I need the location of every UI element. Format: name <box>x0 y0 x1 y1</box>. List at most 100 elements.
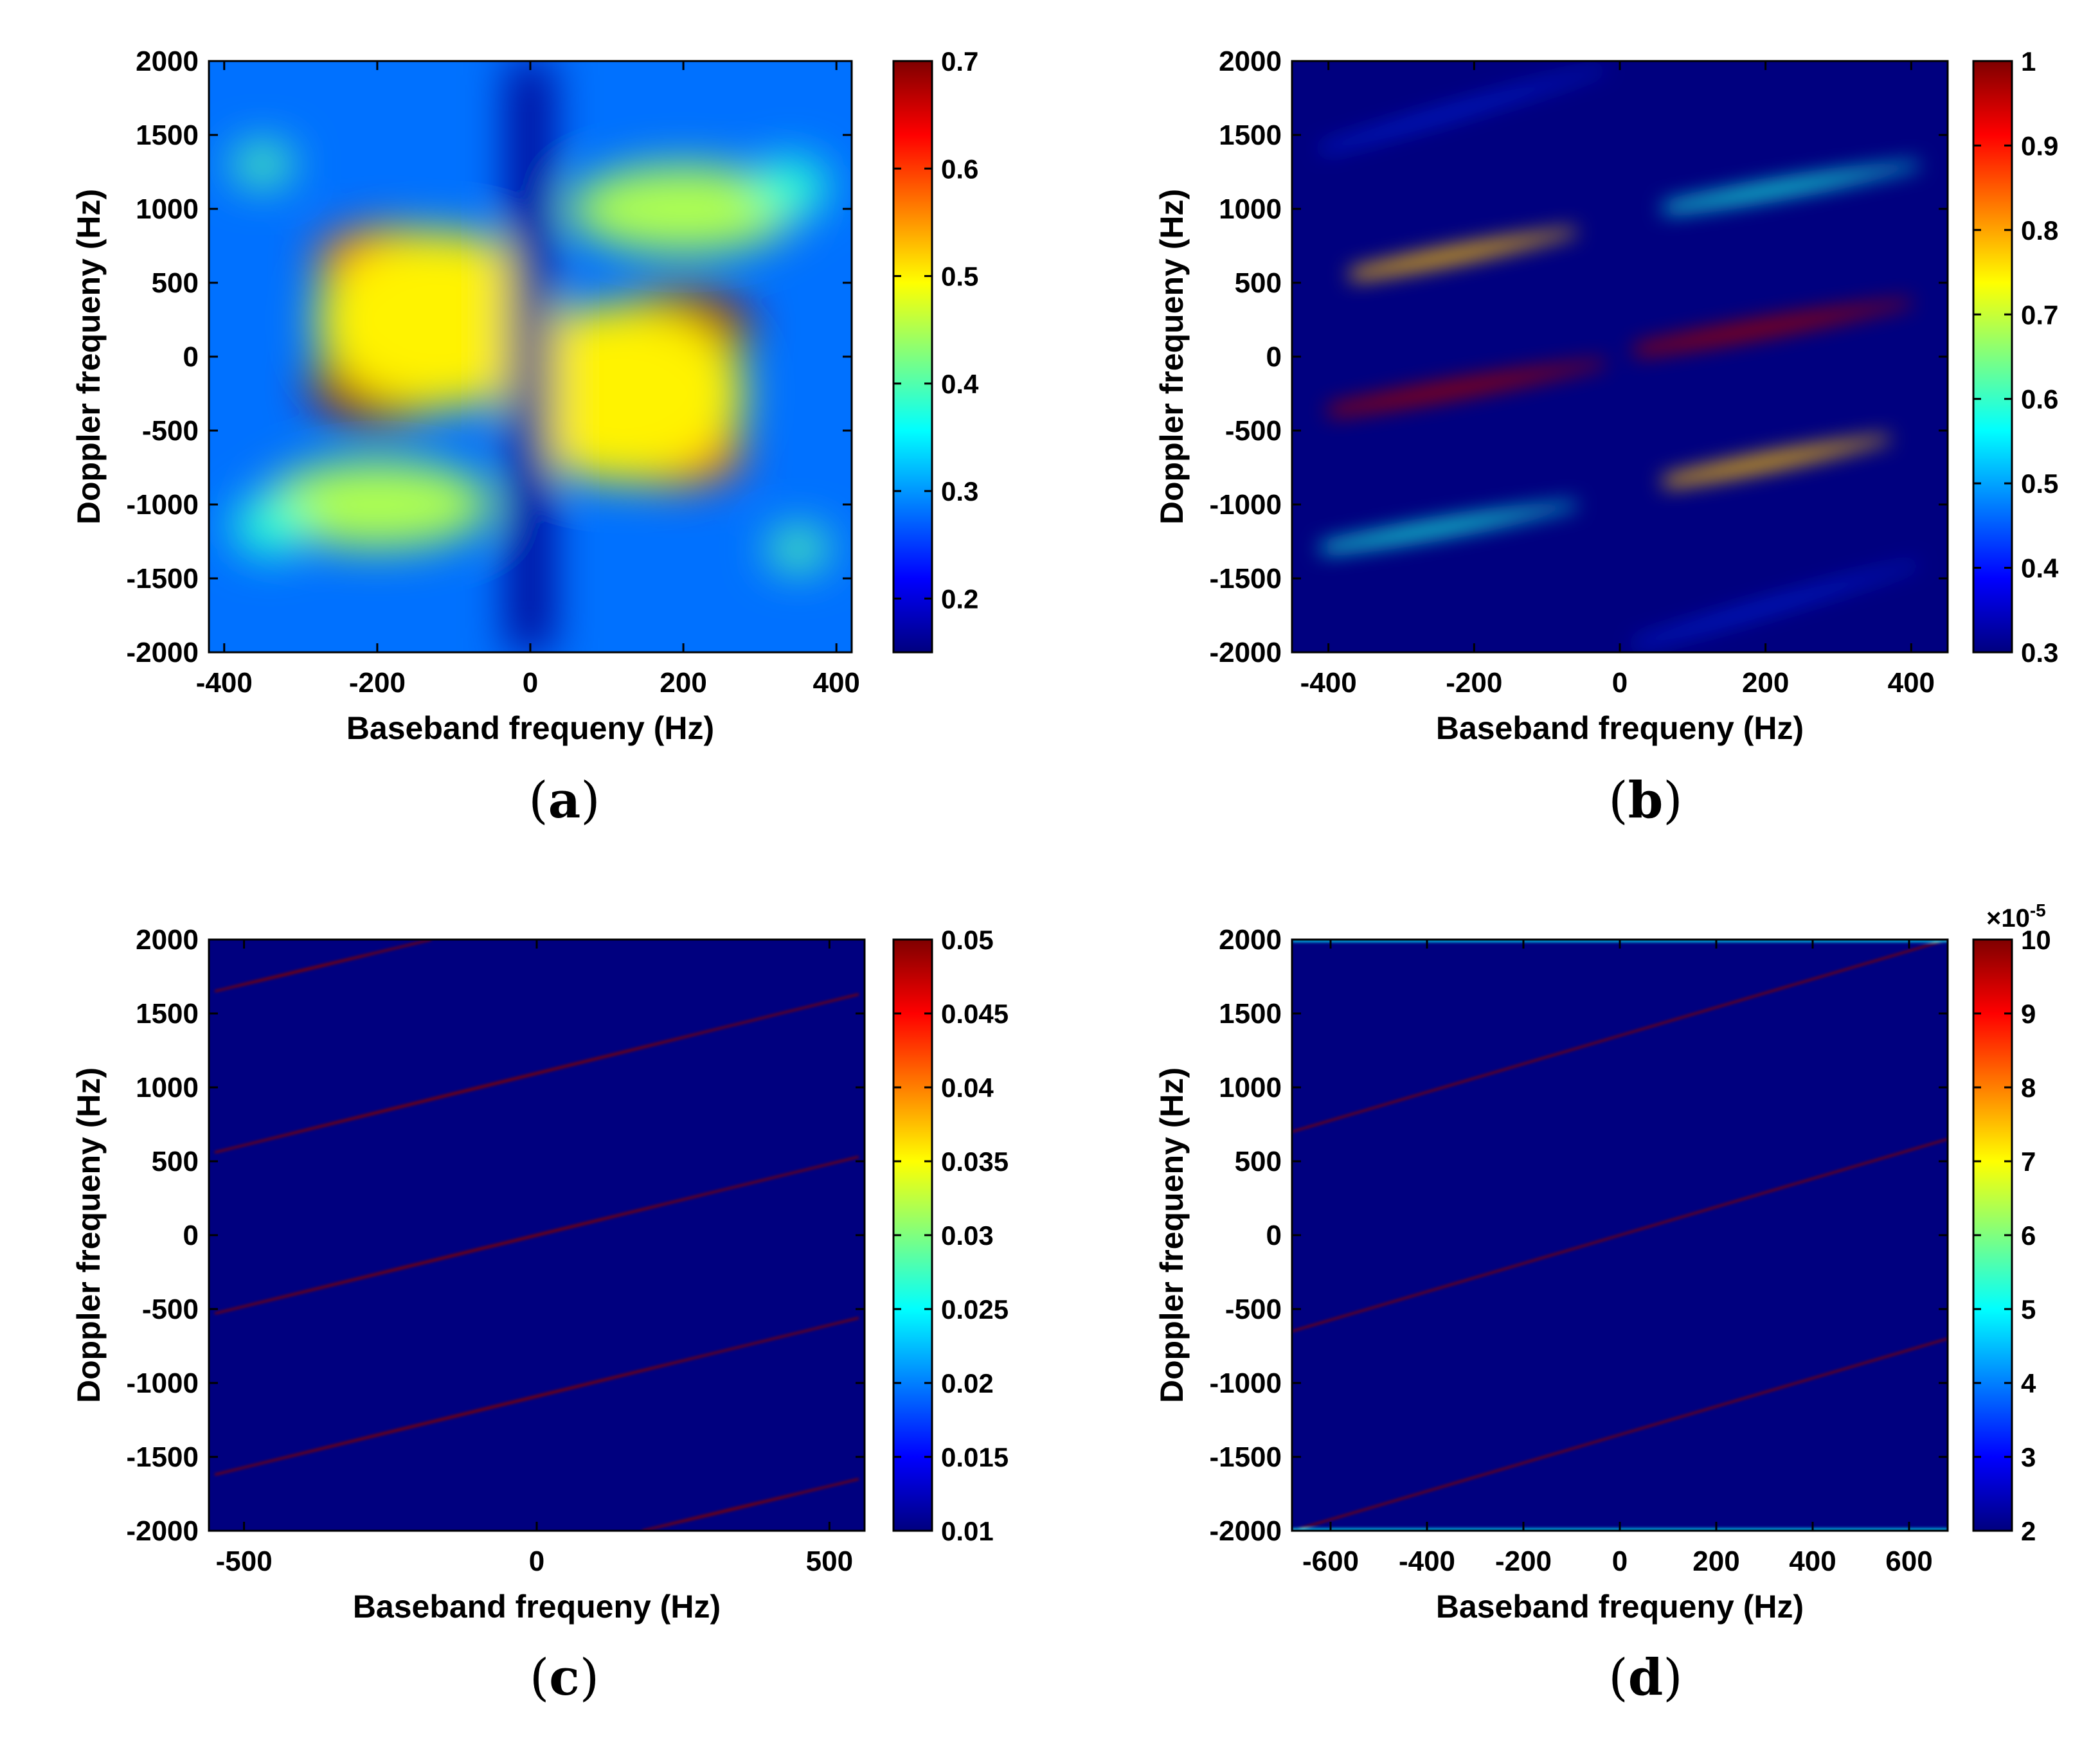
panel-label-a: (a) <box>528 771 600 830</box>
y-tick-label-b: 2000 <box>1219 46 1282 77</box>
heatmap-feature-c-4 <box>642 1478 859 1531</box>
y-tick-label-b: -2000 <box>1209 637 1282 668</box>
panel-label-b: (b) <box>1608 771 1683 830</box>
colorbar-tick-label-b: 0.8 <box>2021 215 2058 245</box>
heatmap-feature-d-1 <box>1292 940 1948 1133</box>
heatmap-feature-a-8 <box>231 143 293 186</box>
colorbar-tick-label-a: 0.3 <box>941 476 978 506</box>
colorbar-tick-label-b: 0.9 <box>2021 130 2058 161</box>
chart-a: -400 -200 0 200 400-2000-1500-1000-500050010… <box>71 46 979 746</box>
colorbar-tick-label-a: 0.6 <box>941 154 978 184</box>
x-tick-label-a: 0 <box>523 667 538 699</box>
colorbar-tick-label-c: 0.01 <box>941 1516 994 1546</box>
y-tick-label-d: 1500 <box>1219 998 1282 1030</box>
heatmap-feature-c-2 <box>214 1317 859 1476</box>
x-axis-label-a: Baseband frequeny (Hz) <box>346 710 714 746</box>
colorbar-b <box>1972 60 2013 654</box>
x-axis-label-d: Baseband frequeny (Hz) <box>1436 1589 1804 1625</box>
colorbar-tick-label-b: 1 <box>2021 46 2036 76</box>
y-axis-label-b: Doppler frequeny (Hz) <box>1154 189 1190 524</box>
heatmap-features-a <box>231 61 829 652</box>
colorbar-tick-label-d: 7 <box>2021 1146 2036 1177</box>
heatmap-feature-d-2 <box>1292 1337 1948 1531</box>
heatmap-feature-a-5 <box>499 305 745 483</box>
heatmap-feature-c-1 <box>214 993 859 1154</box>
y-axis-label-c: Doppler frequeny (Hz) <box>71 1067 107 1403</box>
heatmap-feature-b-7 <box>1633 562 1919 648</box>
heatmap-feature-b-4 <box>1662 162 1919 213</box>
y-tick-label-a: 1500 <box>136 120 199 151</box>
colorbar-tick-label-a: 0.5 <box>941 262 978 292</box>
x-tick-label-c: 0 <box>529 1546 544 1577</box>
y-tick-label-a: -1500 <box>126 563 199 594</box>
y-tick-label-a: 500 <box>152 267 199 299</box>
y-tick-label-a: 2000 <box>136 46 199 77</box>
heatmap-feature-a-11 <box>231 497 309 557</box>
y-tick-label-b: 1500 <box>1219 120 1282 151</box>
y-tick-label-c: -500 <box>142 1294 199 1325</box>
heatmap-feature-b-0 <box>1327 359 1606 417</box>
heatmap-feature-a-7 <box>262 460 492 549</box>
x-tick-label-c: 500 <box>806 1546 853 1577</box>
x-tick-label-b: -400 <box>1300 667 1357 699</box>
colorbar-tick-label-c: 0.015 <box>941 1442 1009 1472</box>
y-tick-label-a: -1000 <box>126 489 199 521</box>
y-tick-label-d: 0 <box>1266 1220 1282 1251</box>
x-axis-label-c: Baseband frequeny (Hz) <box>353 1589 721 1625</box>
chart-d: -600 -400 -200 0 200 400 600-2000-1500-1000-50… <box>1154 900 2051 1625</box>
y-tick-label-b: 1000 <box>1219 193 1282 225</box>
y-tick-label-d: -1500 <box>1209 1441 1282 1473</box>
chart-b: -400 -200 0 200 400-2000-1500-1000-500050010… <box>1154 46 2059 746</box>
colorbar-tick-label-c: 0.03 <box>941 1220 994 1251</box>
colorbar-tick-label-d: 10 <box>2021 925 2051 955</box>
y-tick-label-d: 2000 <box>1219 924 1282 956</box>
heatmap-features-b <box>1320 67 1919 648</box>
heatmap-features-d <box>1292 940 1948 1531</box>
x-tick-label-a: -400 <box>196 667 253 699</box>
x-axis-label-b: Baseband frequeny (Hz) <box>1436 710 1804 746</box>
colorbar-tick-label-c: 0.045 <box>941 999 1009 1029</box>
colorbar-tick-label-d: 9 <box>2021 999 2036 1029</box>
colorbar-tick-label-b: 0.3 <box>2021 638 2058 668</box>
y-tick-label-c: -1500 <box>126 1441 199 1473</box>
colorbar-tick-label-d: 2 <box>2021 1516 2036 1546</box>
heatmap-feature-c-3 <box>214 940 432 992</box>
x-tick-label-b: 400 <box>1888 667 1935 699</box>
panel-label-d: (d) <box>1608 1648 1683 1707</box>
x-tick-label-d: 200 <box>1692 1546 1739 1577</box>
y-tick-label-c: 1000 <box>136 1072 199 1103</box>
y-tick-label-c: 500 <box>152 1146 199 1177</box>
x-tick-label-b: 200 <box>1742 667 1789 699</box>
colorbar-tick-label-c: 0.02 <box>941 1368 994 1398</box>
heatmap-feature-c-0 <box>214 1155 859 1315</box>
heatmap-feature-a-12 <box>508 61 552 652</box>
y-tick-label-c: -2000 <box>126 1515 199 1547</box>
colorbar-tick-label-d: 4 <box>2021 1368 2036 1398</box>
x-tick-label-a: -200 <box>349 667 406 699</box>
colorbar-tick-label-d: 8 <box>2021 1073 2036 1103</box>
y-tick-label-a: -500 <box>142 415 199 447</box>
y-tick-label-d: 1000 <box>1219 1072 1282 1103</box>
x-tick-label-d: -600 <box>1302 1546 1359 1577</box>
y-axis-label-a: Doppler frequeny (Hz) <box>71 189 107 524</box>
colorbar-tick-label-d: 3 <box>2021 1442 2036 1472</box>
y-tick-label-b: 0 <box>1266 341 1282 373</box>
colorbar-tick-label-b: 0.6 <box>2021 384 2058 415</box>
y-axis-label-d: Doppler frequeny (Hz) <box>1154 1067 1190 1403</box>
x-tick-label-a: 200 <box>660 667 706 699</box>
y-tick-label-d: -500 <box>1225 1294 1282 1325</box>
plot-background-b <box>1292 61 1948 652</box>
colorbar-tick-label-c: 0.025 <box>941 1294 1009 1324</box>
heatmap-feature-b-2 <box>1349 228 1577 280</box>
colorbar-tick-label-b: 0.5 <box>2021 468 2058 499</box>
y-tick-label-c: 1500 <box>136 998 199 1030</box>
heatmap-feature-a-4 <box>316 231 561 409</box>
colorbar-a <box>892 60 933 654</box>
y-tick-label-c: 0 <box>183 1220 199 1251</box>
colorbar-exponent-d: ×10-5 <box>1986 900 2046 932</box>
colorbar-tick-label-d: 5 <box>2021 1294 2036 1324</box>
colorbar-tick-label-a: 0.4 <box>941 369 979 399</box>
y-tick-label-c: -1000 <box>126 1368 199 1399</box>
x-tick-label-b: -200 <box>1446 667 1502 699</box>
